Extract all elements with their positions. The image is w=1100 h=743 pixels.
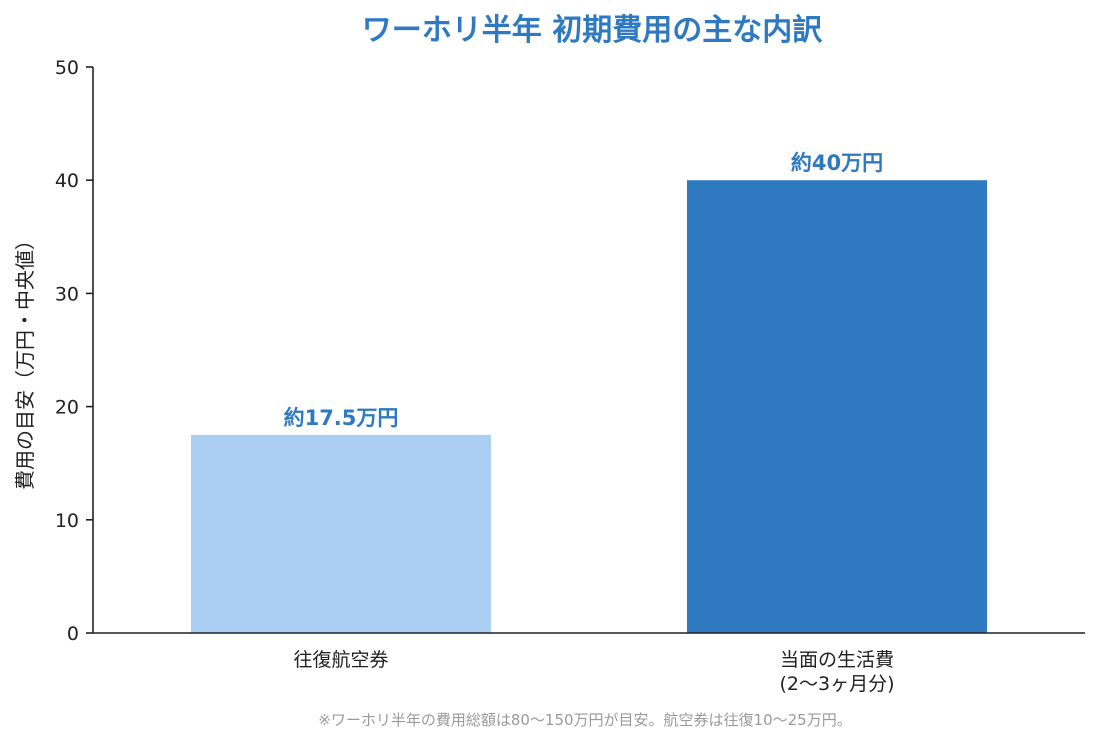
data-label: 約17.5万円 <box>284 406 399 430</box>
category-label: 当面の生活費 <box>780 649 894 671</box>
bar <box>686 180 988 633</box>
data-labels: 約17.5万円 約40万円 <box>284 151 884 430</box>
data-label: 約40万円 <box>791 151 883 175</box>
y-tick-label: 0 <box>67 623 79 645</box>
y-tick-label: 30 <box>55 283 79 305</box>
y-tick-label: 10 <box>55 510 79 532</box>
y-axis-label: 費用の目安（万円・中央値） <box>13 230 37 490</box>
y-tick-label: 50 <box>55 57 79 79</box>
footnote: ※ワーホリ半年の費用総額は80〜150万円が目安。航空券は往復10〜25万円。 <box>318 711 851 729</box>
chart-title: ワーホリ半年 初期費用の主な内訳 <box>362 13 823 48</box>
y-axis-ticks: 0 10 20 30 40 50 <box>55 57 93 645</box>
category-label: 往復航空券 <box>293 649 388 671</box>
category-label: (2〜3ヶ月分) <box>779 673 894 695</box>
bar <box>190 434 492 633</box>
bars <box>190 180 988 633</box>
y-tick-label: 20 <box>55 397 79 419</box>
category-labels: 往復航空券 当面の生活費(2〜3ヶ月分) <box>293 649 894 695</box>
y-tick-label: 40 <box>55 170 79 192</box>
